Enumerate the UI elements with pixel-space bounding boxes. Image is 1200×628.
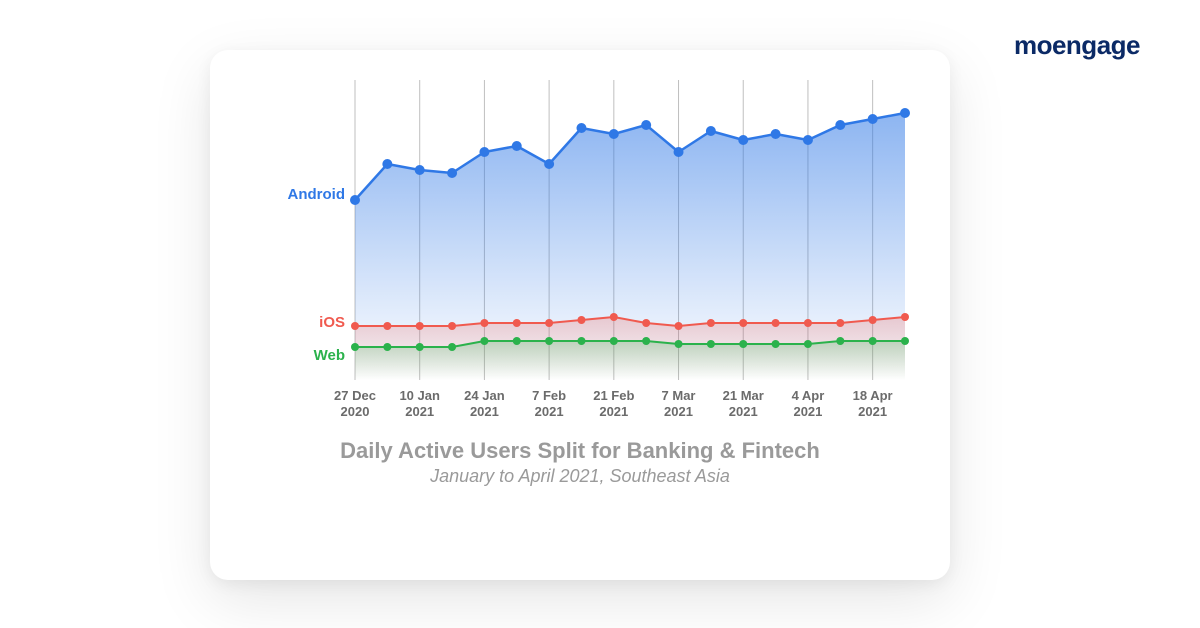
series-label-ios: iOS bbox=[319, 314, 345, 331]
x-axis-label: 4 Apr2021 bbox=[778, 388, 838, 421]
x-axis-label: 24 Jan2021 bbox=[454, 388, 514, 421]
brand-logo-text: moengage bbox=[1014, 30, 1140, 60]
chart-title-block: Daily Active Users Split for Banking & F… bbox=[240, 438, 920, 487]
brand-logo: moengage bbox=[1014, 30, 1140, 61]
x-axis-label: 27 Dec2020 bbox=[325, 388, 385, 421]
x-axis-label: 7 Mar2021 bbox=[649, 388, 709, 421]
x-axis-label: 21 Mar2021 bbox=[713, 388, 773, 421]
chart-card: Android iOS Web 27 Dec202010 Jan202124 Jan… bbox=[210, 50, 950, 580]
x-axis-label: 7 Feb2021 bbox=[519, 388, 579, 421]
chart-subtitle: January to April 2021, Southeast Asia bbox=[240, 466, 920, 487]
x-axis-label: 18 Apr2021 bbox=[843, 388, 903, 421]
chart-title: Daily Active Users Split for Banking & F… bbox=[240, 438, 920, 464]
series-label-web: Web bbox=[314, 347, 345, 364]
x-axis-label: 10 Jan2021 bbox=[390, 388, 450, 421]
chart-area: Android iOS Web 27 Dec202010 Jan202124 Jan… bbox=[240, 70, 920, 430]
x-axis-label: 21 Feb2021 bbox=[584, 388, 644, 421]
series-label-android: Android bbox=[288, 186, 346, 203]
line-chart bbox=[240, 70, 920, 390]
